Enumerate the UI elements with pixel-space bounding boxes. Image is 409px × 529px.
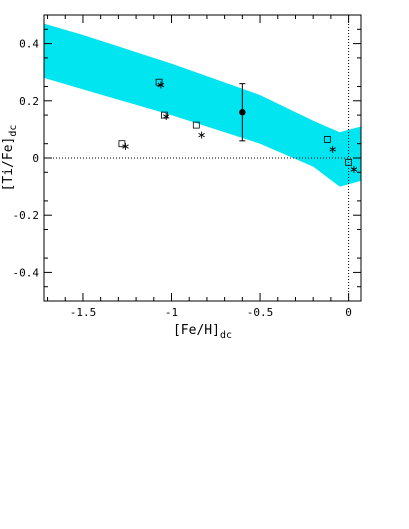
axis-ticks: -1.5 -1 -0.5 0 -0.4 -0.2 0 0.2 0.4 — [13, 15, 361, 319]
square-marker — [155, 78, 163, 86]
cyan-band — [44, 23, 361, 187]
y-tick-label: 0.2 — [19, 95, 39, 108]
y-axis-label: [Ti/Fe]dc — [1, 125, 19, 192]
y-tick-label: -0.2 — [13, 209, 40, 222]
asterisk-stroke — [350, 167, 358, 172]
y-tick-label: 0 — [32, 152, 39, 165]
asterisk-marker — [329, 145, 336, 153]
asterisk-marker — [350, 165, 358, 173]
square-marker — [161, 111, 168, 119]
y-axis-label-sub: dc — [8, 125, 19, 137]
square-marker — [118, 140, 126, 148]
asterisk-marker — [162, 113, 170, 121]
x-tick-label: -1 — [165, 306, 178, 319]
asterisk-stroke — [122, 144, 129, 149]
x-tick-label: 0 — [345, 306, 352, 319]
square-marker — [345, 158, 353, 166]
asterisk-stroke — [329, 147, 336, 152]
x-axis-label-main: [Fe/H] — [173, 323, 220, 338]
asterisk-marker — [198, 131, 205, 139]
asterisk-marker — [157, 81, 165, 89]
plot-area: -1.5 -1 -0.5 0 -0.4 -0.2 0 0.2 0.4 — [13, 14, 362, 319]
x-tick-label: -0.5 — [247, 306, 274, 319]
square-marker — [323, 136, 331, 143]
asterisk-marker — [122, 143, 129, 151]
asterisk-stroke — [162, 114, 170, 119]
y-axis-label-main: [Ti/Fe] — [1, 137, 16, 192]
x-axis-label-sub: dc — [220, 330, 232, 341]
x-axis-label: [Fe/H]dc — [173, 323, 232, 341]
asterisk-stroke — [198, 132, 205, 138]
reference-lines — [44, 15, 361, 301]
y-tick-label: 0.4 — [19, 38, 39, 51]
filled-circle-marker — [239, 109, 246, 116]
data-markers — [118, 78, 358, 173]
asterisk-stroke — [157, 82, 165, 88]
square-marker — [192, 121, 200, 129]
x-tick-label: -1.5 — [70, 306, 97, 319]
y-tick-label: -0.4 — [13, 266, 40, 279]
